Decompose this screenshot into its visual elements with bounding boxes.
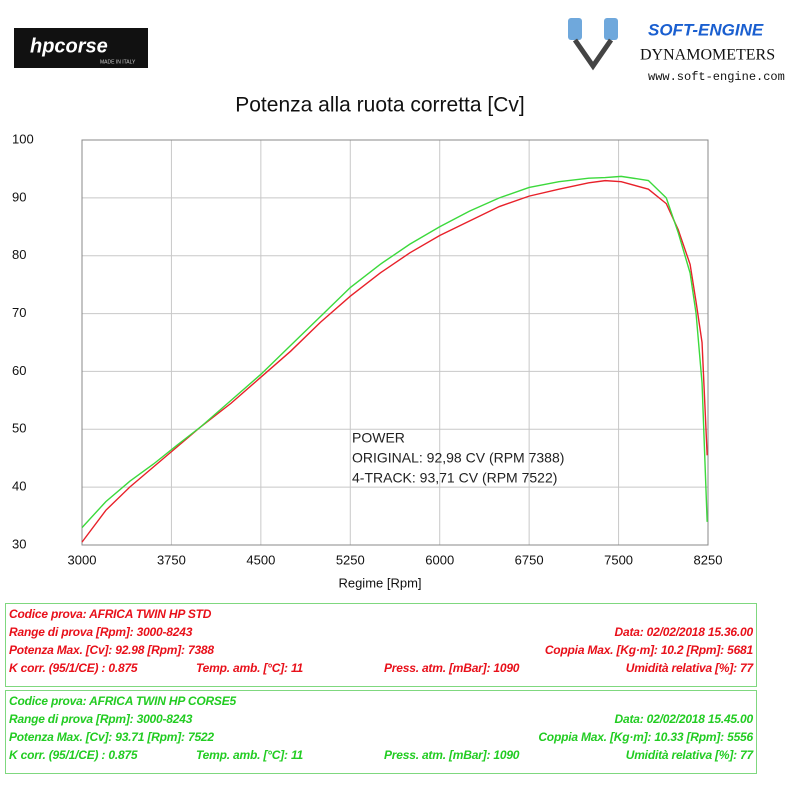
report-field: Codice prova: AFRICA TWIN HP STD (9, 607, 212, 621)
website: www.soft-engine.com (648, 70, 785, 84)
chart-title: Potenza alla ruota corretta [Cv] (235, 94, 524, 117)
report-field: Data: 02/02/2018 15.45.00 (614, 712, 754, 726)
report-field: Coppia Max. [Kg·m]: 10.33 [Rpm]: 5556 (538, 730, 753, 744)
logo-icon (604, 18, 618, 40)
y-tick-label: 70 (12, 305, 26, 320)
report-field: Coppia Max. [Kg·m]: 10.2 [Rpm]: 5681 (544, 643, 753, 657)
report-field: Temp. amb. [°C]: 11 (196, 748, 304, 762)
y-tick-label: 100 (12, 131, 34, 146)
logo-left-sub: MADE IN ITALY (100, 59, 136, 65)
annotation: 4-TRACK: 93,71 CV (RPM 7522) (352, 470, 557, 486)
x-axis-label: Regime [Rpm] (338, 575, 421, 590)
annotation: POWER (352, 430, 405, 446)
report-field: Press. atm. [mBar]: 1090 (384, 661, 520, 675)
report-field: K corr. (95/1/CE) : 0.875 (9, 748, 138, 762)
plot-frame (81, 139, 709, 546)
report-box: Codice prova: AFRICA TWIN HP CORSE5 Range… (5, 690, 757, 774)
y-tick-label: 60 (12, 363, 26, 378)
report-field: Potenza Max. [Cv]: 92.98 [Rpm]: 7388 (9, 643, 214, 657)
y-tick-label: 90 (12, 189, 26, 204)
x-tick-label: 3000 (68, 552, 97, 567)
report-box: Codice prova: AFRICA TWIN HP STD Range di… (5, 603, 757, 687)
lines (81, 175, 708, 543)
power-line (81, 179, 708, 543)
report-field: Potenza Max. [Cv]: 93.71 [Rpm]: 7522 (9, 730, 214, 744)
chart: hpcorse MADE IN ITALY SOFT-ENGINE DYNAMO… (12, 18, 785, 590)
report-field: Press. atm. [mBar]: 1090 (384, 748, 520, 762)
annotation: ORIGINAL: 92,98 CV (RPM 7388) (352, 450, 564, 466)
y-tick-label: 50 (12, 421, 26, 436)
logo-right-sub: DYNAMOMETERS (640, 47, 775, 64)
report-field: Range di prova [Rpm]: 3000-8243 (9, 625, 193, 639)
x-tick-label: 5250 (336, 552, 365, 567)
x-tick-label: 8250 (694, 552, 723, 567)
logo-icon (568, 18, 582, 40)
y-tick-label: 80 (12, 247, 26, 262)
report-field: Umidità relativa [%]: 77 (625, 661, 753, 675)
x-tick-label: 3750 (157, 552, 186, 567)
x-tick-label: 4500 (246, 552, 275, 567)
logo-right: SOFT-ENGINE (648, 20, 764, 39)
x-tick-label: 6750 (515, 552, 544, 567)
y-tick-label: 40 (12, 479, 26, 494)
report-field: K corr. (95/1/CE) : 0.875 (9, 661, 138, 675)
power-line (81, 175, 708, 529)
report-field: Umidità relativa [%]: 77 (625, 748, 753, 762)
x-tick-label: 6000 (425, 552, 454, 567)
logo-left-bg (14, 28, 148, 68)
report-field: Codice prova: AFRICA TWIN HP CORSE5 (9, 694, 237, 708)
report-field: Data: 02/02/2018 15.36.00 (614, 625, 754, 639)
logo-left: hpcorse (30, 35, 108, 57)
report-field: Temp. amb. [°C]: 11 (196, 661, 304, 675)
y-tick-label: 30 (12, 536, 26, 551)
x-tick-label: 7500 (604, 552, 633, 567)
logo-icon (572, 38, 614, 71)
report-field: Range di prova [Rpm]: 3000-8243 (9, 712, 193, 726)
